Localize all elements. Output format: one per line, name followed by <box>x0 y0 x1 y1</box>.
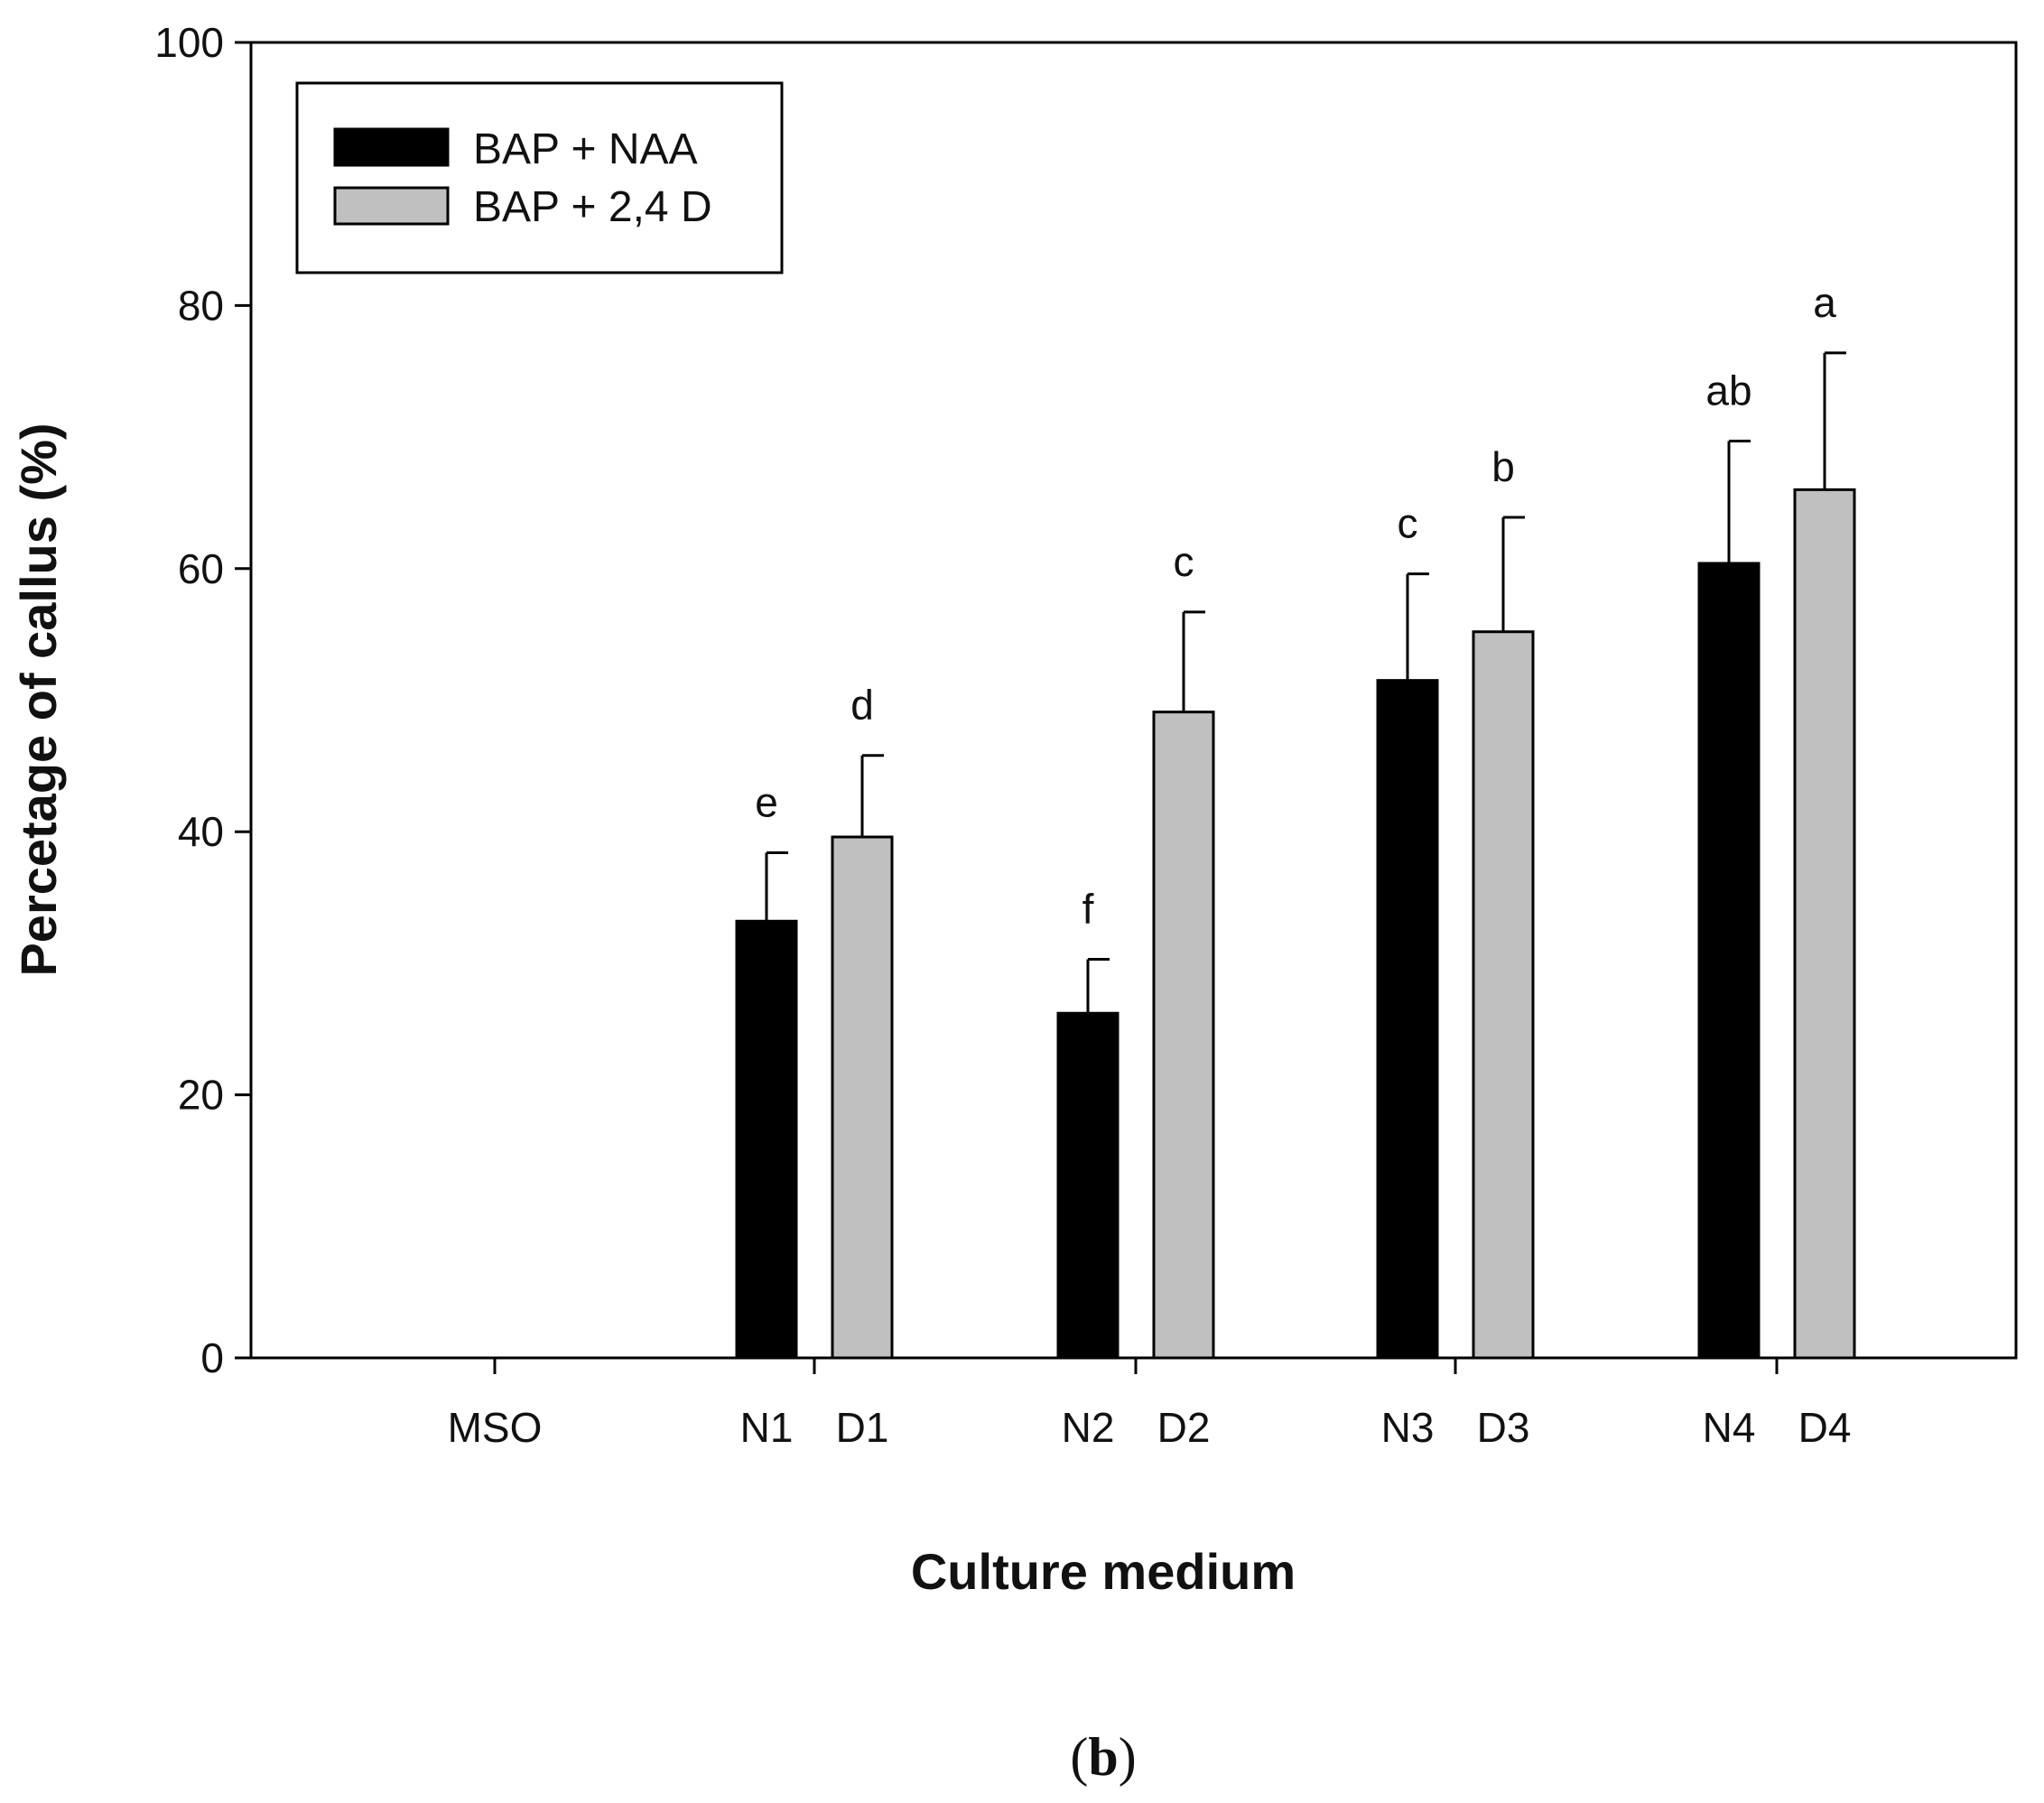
bar-n2 <box>1056 1011 1120 1360</box>
sig-letter-n1: e <box>755 779 778 826</box>
panel-label-open: ( <box>1070 1727 1088 1787</box>
bar-n1 <box>735 919 798 1360</box>
panel-label-letter: b <box>1088 1727 1118 1787</box>
sig-letter-n2: f <box>1082 886 1094 933</box>
y-tick-label-20: 20 <box>178 1072 224 1119</box>
panel-label: (b) <box>1070 1727 1136 1787</box>
sig-letter-n3: c <box>1398 500 1418 547</box>
bar-d4 <box>1793 488 1856 1360</box>
chart-marks: e f c ab d c b a <box>735 279 1856 1360</box>
sig-letter-n4: ab <box>1705 367 1751 414</box>
plot-frame <box>249 41 2018 1360</box>
bar-d2 <box>1152 711 1215 1360</box>
x-tick-label-mso: MSO <box>448 1404 543 1451</box>
x-tick-label-d4: D4 <box>1798 1404 1852 1451</box>
y-tick-label-100: 100 <box>154 19 224 66</box>
y-tick-label-60: 60 <box>178 545 224 592</box>
bar-n3 <box>1376 679 1439 1360</box>
x-tick-label-n1: N1 <box>740 1404 794 1451</box>
y-tick-label-80: 80 <box>178 282 224 329</box>
bar-d1 <box>831 835 894 1360</box>
sig-letter-d4: a <box>1813 279 1836 326</box>
panel-label-close: ) <box>1119 1727 1137 1787</box>
y-tick-label-0: 0 <box>200 1334 224 1381</box>
legend-box <box>295 81 784 274</box>
x-tick-label-d2: D2 <box>1157 1404 1211 1451</box>
sig-letter-d1: d <box>850 682 874 729</box>
y-axis-title: Percetage of callus (%) <box>10 423 67 976</box>
x-tick-label-n2: N2 <box>1062 1404 1115 1451</box>
legend-label-bap-24d: BAP + 2,4 D <box>473 183 712 231</box>
x-tick-label-d1: D1 <box>836 1404 889 1451</box>
legend-label-bap-naa: BAP + NAA <box>473 125 698 173</box>
bar-n4 <box>1697 562 1761 1360</box>
sig-letter-d3: b <box>1491 443 1515 490</box>
legend-swatch-bap-24d <box>333 186 450 226</box>
x-axis-title: Culture medium <box>911 1543 1296 1600</box>
x-tick-label-n3: N3 <box>1381 1404 1435 1451</box>
bar-d3 <box>1472 630 1535 1360</box>
legend-swatch-bap-naa <box>333 127 450 167</box>
x-tick-label-n4: N4 <box>1703 1404 1756 1451</box>
sig-letter-d2: c <box>1174 538 1194 585</box>
chart-axes: 0 20 40 60 80 100 MSO N1 D1 N2 D2 N3 D3 N4 D4 <box>154 19 2018 1451</box>
chart-legend: BAP + NAA BAP + 2,4 D <box>295 81 784 274</box>
y-tick-label-40: 40 <box>178 808 224 855</box>
x-tick-label-d3: D3 <box>1477 1404 1530 1451</box>
